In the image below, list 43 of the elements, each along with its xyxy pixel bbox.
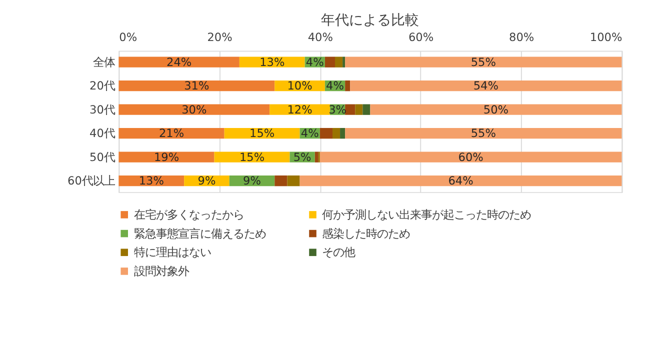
data-label: 60% [458,150,484,164]
data-label: 15% [250,127,275,140]
data-label: 9% [243,174,262,188]
data-label: 4% [306,56,324,69]
y-tick-label: 60代以上 [68,174,115,188]
x-tick-label: 60% [408,30,434,44]
data-label: 13% [260,56,285,69]
data-label: 9% [198,174,216,188]
data-label: 50% [483,103,509,116]
data-label: 4% [326,80,344,93]
data-label: 12% [287,103,313,116]
data-label: 30% [182,103,207,116]
data-label: 21% [158,127,184,140]
legend-label: その他 [322,246,356,260]
data-label: 19% [154,150,180,164]
chart-title: 年代による比較 [321,12,420,28]
legend-label: 何か予測しない出来事が起こった時のため [322,208,532,222]
x-tick-label: 0% [119,30,138,44]
data-label: 4% [300,127,320,140]
x-tick-label: 100% [590,30,622,44]
y-tick-label: 30代 [90,103,115,116]
data-label: 55% [470,56,496,69]
legend-label: 在宅が多くなったから [134,208,244,222]
data-label: 31% [184,80,210,93]
y-tick-label: 全体 [92,56,115,69]
data-label: 55% [470,127,496,140]
y-tick-label: 50代 [90,150,115,164]
legend-label: 設問対象外 [134,265,189,278]
data-label: 13% [138,174,164,188]
data-label: 64% [448,174,474,188]
data-label: 10% [287,80,313,93]
data-label: 15% [239,150,265,164]
data-label: 54% [473,80,499,93]
legend-label: 緊急事態宣言に備えるため [134,227,266,240]
x-tick-label: 40% [308,30,334,44]
data-label: 24% [166,56,192,69]
x-tick-label: 80% [509,30,534,44]
legend-label: 感染した時のため [322,227,410,240]
y-tick-label: 20代 [90,80,115,93]
data-label: 5% [293,150,312,164]
x-tick-label: 20% [207,30,233,44]
y-tick-label: 40代 [90,127,115,140]
legend-label: 特に理由はない [134,246,211,260]
